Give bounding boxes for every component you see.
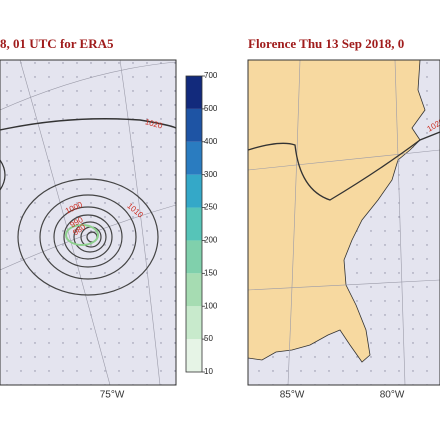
colorbar-frame [185,75,203,373]
colorbar-segment [186,174,202,208]
colorbar-label: 200 [204,236,218,245]
colorbar-label: 500 [204,104,218,113]
colorbar-segment [186,273,202,307]
colorbar-segment [186,141,202,175]
lon-label: 75°W [100,390,125,401]
left-title: 8, 01 UTC for ERA5 [0,36,114,51]
colorbar-label: 700 [204,71,218,80]
colorbar-label: 300 [204,170,218,179]
colorbar-label: 150 [204,268,218,277]
colorbar-segment [186,240,202,274]
colorbar-segment [186,207,202,241]
colorbar-label: 50 [204,334,213,343]
colorbar-segment [186,339,202,372]
colorbar-segment [186,76,202,109]
colorbar-segment [186,306,202,340]
colorbar-label: 400 [204,137,218,146]
lon-label: 85°W [280,390,305,401]
right-map: 1020 [248,60,440,385]
colorbar-label: 10 [204,367,213,376]
colorbar-segment [186,108,202,142]
right-frame [247,59,440,386]
left-frame [0,59,177,386]
right-title: Florence Thu 13 Sep 2018, 0 [248,36,404,51]
lon-label: 80°W [380,390,405,401]
left-map: 1020 1010 1000 990 980 [0,60,176,385]
colorbar: 10 50 100 150 200 250 300 400 500 700 [185,71,218,376]
colorbar-label: 100 [204,301,218,310]
colorbar-label: 250 [204,203,218,212]
